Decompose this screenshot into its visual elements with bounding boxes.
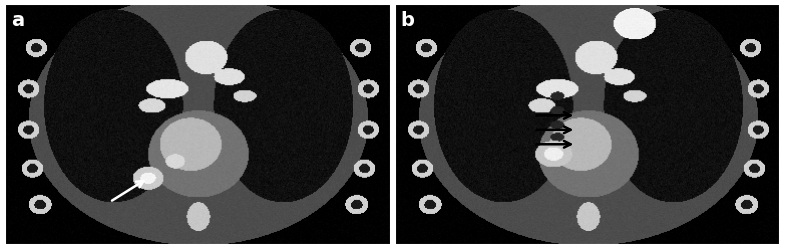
Text: b: b: [400, 11, 414, 30]
Text: a: a: [11, 11, 24, 30]
